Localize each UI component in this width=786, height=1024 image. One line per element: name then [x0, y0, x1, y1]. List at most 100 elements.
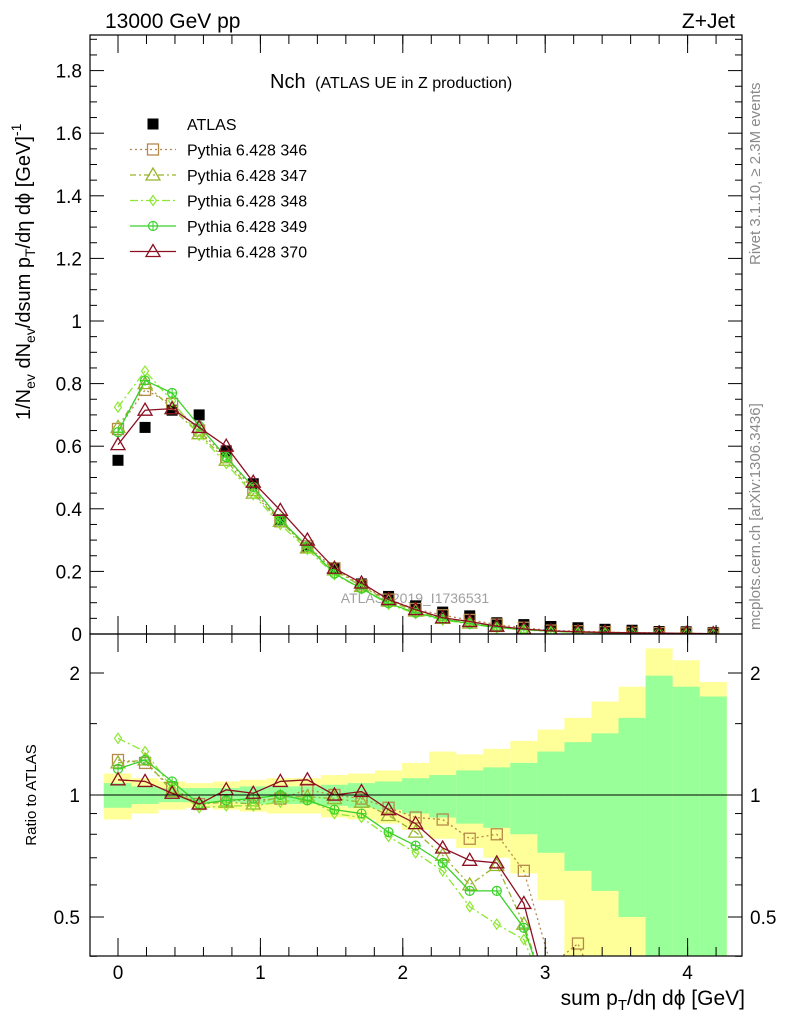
ratio-point-1-16 — [544, 1000, 558, 1012]
main-ytick-label-2: 0.4 — [56, 500, 83, 521]
main-point-5-7 — [299, 531, 316, 546]
legend-entry-2: Pythia 6.428 347 — [130, 166, 307, 185]
main-point-5-22 — [708, 625, 719, 634]
ratio-point-2-11 — [411, 846, 420, 859]
ratio-point-2-10 — [384, 830, 393, 843]
main-point-3-5 — [249, 488, 258, 501]
stat-band-19 — [618, 717, 646, 917]
ratio-point-2-13 — [465, 900, 474, 913]
ratio-series-line-2 — [117, 737, 532, 956]
main-point-5-8 — [326, 559, 343, 574]
main-point-0-1 — [139, 421, 151, 433]
legend-label-0: ATLAS — [187, 117, 237, 134]
stat-band-20 — [645, 675, 673, 956]
main-point-3-19 — [627, 627, 637, 634]
ratio-point-4-12 — [434, 839, 451, 854]
main-point-5-11 — [407, 601, 424, 616]
main-point-3-17 — [573, 626, 583, 634]
main-ytick-label-0: 0 — [71, 625, 82, 646]
main-point-0-3 — [193, 409, 205, 421]
main-ytick-label-5: 1 — [71, 312, 82, 333]
ratio-point-2-14 — [492, 918, 502, 931]
ratio-point-4-2 — [163, 784, 181, 799]
ratio-point-3-1 — [139, 754, 151, 766]
main-ytick-label-7: 1.4 — [56, 187, 83, 208]
ratio-point-0-13 — [463, 832, 476, 845]
main-ytick-label-6: 1.2 — [56, 249, 82, 270]
ratio-point-3-13 — [464, 885, 475, 896]
legend-entry-1: Pythia 6.428 346 — [130, 143, 307, 160]
ratio-point-1-2 — [163, 783, 181, 798]
ratio-point-4-9 — [353, 783, 370, 798]
main-point-5-14 — [488, 617, 505, 632]
ratio-point-3-10 — [383, 826, 394, 838]
ratio-point-3-2 — [167, 776, 178, 787]
main-point-3-20 — [654, 627, 664, 634]
ratio-point-3-15 — [518, 922, 529, 933]
main-point-5-2 — [163, 400, 181, 415]
legend-label-2: Pythia 6.428 347 — [187, 168, 307, 185]
main-point-4-1 — [139, 375, 151, 386]
main-point-4-6 — [275, 514, 286, 525]
stat-band-13 — [456, 770, 484, 824]
ratio-series-3 — [112, 754, 555, 1011]
legend-marker-2 — [144, 166, 162, 181]
ratio-point-3-8 — [329, 804, 340, 815]
chart-title: Nch (ATLAS UE in Z production) — [270, 71, 512, 93]
main-point-5-0 — [109, 436, 127, 451]
legend-label-1: Pythia 6.428 346 — [187, 143, 307, 160]
xtick-label-2: 2 — [398, 963, 409, 984]
axes: 0 0.2 0.4 0.6 0.8 1 1.2 1.4 1.6 1.8 0 1 2 3 4 0.5 0.5 1 1 2… — [54, 35, 776, 984]
ratio-point-4-1 — [136, 773, 154, 788]
main-point-5-3 — [191, 419, 208, 434]
legend-entry-0: ATLAS — [147, 117, 237, 134]
ratio-point-2-5 — [249, 799, 258, 812]
main-series — [109, 365, 720, 634]
stat-band-21 — [672, 686, 700, 956]
stat-band-16 — [537, 751, 565, 853]
ratio-point-4-6 — [272, 773, 289, 788]
ratio-point-0-9 — [355, 792, 368, 805]
ratio-ytick-label-left-0: 0.5 — [54, 908, 80, 929]
ratio-point-1-8 — [326, 790, 343, 805]
main-point-5-12 — [434, 609, 451, 624]
ratio-series — [109, 732, 666, 1012]
ratio-ytick-label-right-2: 2 — [750, 664, 761, 685]
legend-label-3: Pythia 6.428 348 — [187, 194, 307, 211]
ratio-y-axis-label: Ratio to ATLAS — [23, 744, 40, 845]
ratio-point-4-13 — [461, 852, 478, 866]
ratio-point-2-15 — [519, 933, 529, 946]
main-point-5-17 — [571, 623, 585, 634]
main-point-5-4 — [218, 437, 235, 452]
main-point-4-4 — [221, 452, 232, 463]
main-point-3-3 — [194, 429, 204, 442]
ratio-point-2-0 — [113, 732, 123, 745]
ratio-point-1-20 — [652, 968, 666, 980]
ratio-point-4-10 — [380, 801, 397, 816]
main-point-0-0 — [112, 454, 124, 466]
legend-marker-3 — [148, 194, 158, 207]
stat-band-12 — [429, 775, 457, 818]
main-point-3-2 — [167, 394, 177, 407]
legend-marker-4 — [147, 220, 159, 232]
xtick-label-1: 1 — [255, 963, 266, 984]
ratio-point-2-12 — [438, 864, 447, 877]
main-point-3-18 — [600, 626, 610, 634]
stat-band-11 — [402, 778, 430, 814]
main-point-2-7 — [299, 539, 316, 554]
legend-label-5: Pythia 6.428 370 — [187, 245, 307, 262]
legend-label-4: Pythia 6.428 349 — [187, 219, 307, 236]
main-point-4-7 — [302, 541, 313, 552]
ratio-point-3-12 — [437, 857, 448, 868]
main-point-3-22 — [708, 627, 718, 634]
header-left: 13000 GeV pp — [105, 10, 240, 33]
stat-band-17 — [564, 742, 592, 871]
stat-band-15 — [510, 762, 538, 835]
main-ytick-label-9: 1.8 — [56, 62, 82, 83]
ratio-point-2-16 — [547, 1002, 554, 1012]
xtick-label-0: 0 — [113, 963, 124, 984]
ratio-point-3-9 — [356, 808, 367, 819]
ratio-point-3-16-ring — [546, 1002, 555, 1011]
main-point-0-2 — [166, 404, 178, 416]
main-point-5-5 — [245, 473, 262, 488]
